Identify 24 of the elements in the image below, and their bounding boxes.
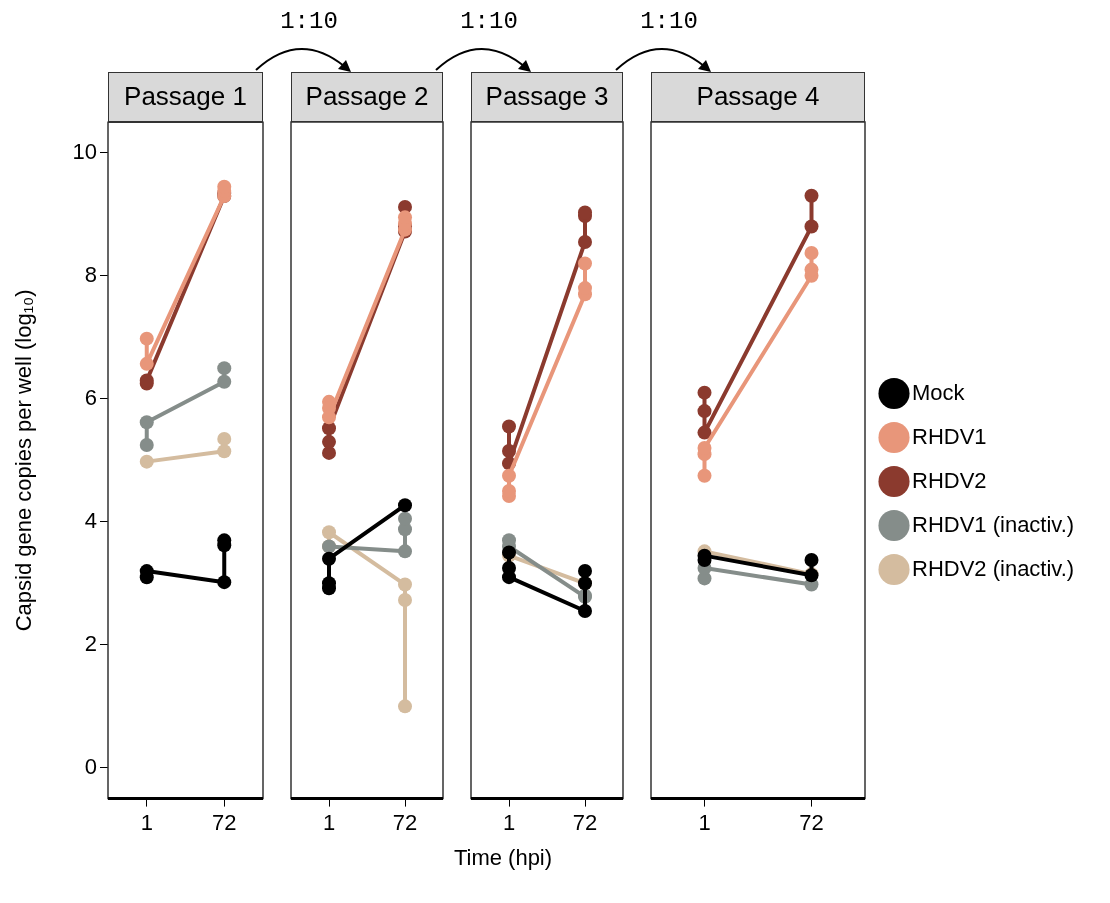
y-tick-label: 10 bbox=[72, 139, 97, 165]
x-tick-label: 1 bbox=[698, 809, 711, 835]
legend-label: RHDV1 bbox=[912, 423, 987, 449]
x-tick-label: 72 bbox=[799, 809, 824, 835]
legend-label: RHDV2 (inactiv.) bbox=[912, 555, 1075, 581]
y-tick-label: 6 bbox=[84, 384, 97, 410]
text: 1:10 bbox=[459, 8, 519, 35]
x-axis-title: Time (hpi) bbox=[452, 845, 554, 871]
x-tick-label: 1 bbox=[502, 809, 516, 835]
legend-label: Mock bbox=[912, 379, 966, 405]
y-tick-label: 4 bbox=[84, 507, 97, 533]
legend-label: RHDV1 (inactiv.) bbox=[912, 511, 1075, 537]
x-tick-label: 1 bbox=[140, 809, 153, 835]
x-tick-label: 72 bbox=[392, 809, 418, 835]
y-tick-label: 0 bbox=[84, 753, 97, 779]
y-tick-label: 8 bbox=[84, 261, 97, 287]
x-tick-label: 72 bbox=[212, 809, 237, 835]
x-tick-label: 1 bbox=[322, 809, 336, 835]
text: 1:10 bbox=[279, 8, 339, 35]
text: 1:10 bbox=[639, 8, 699, 35]
y-tick-label: 2 bbox=[84, 630, 97, 656]
legend-label: RHDV2 bbox=[912, 467, 987, 493]
x-tick-label: 72 bbox=[572, 809, 598, 835]
y-axis-title: Capsid gene copies per well (log₁₀) bbox=[11, 289, 37, 632]
